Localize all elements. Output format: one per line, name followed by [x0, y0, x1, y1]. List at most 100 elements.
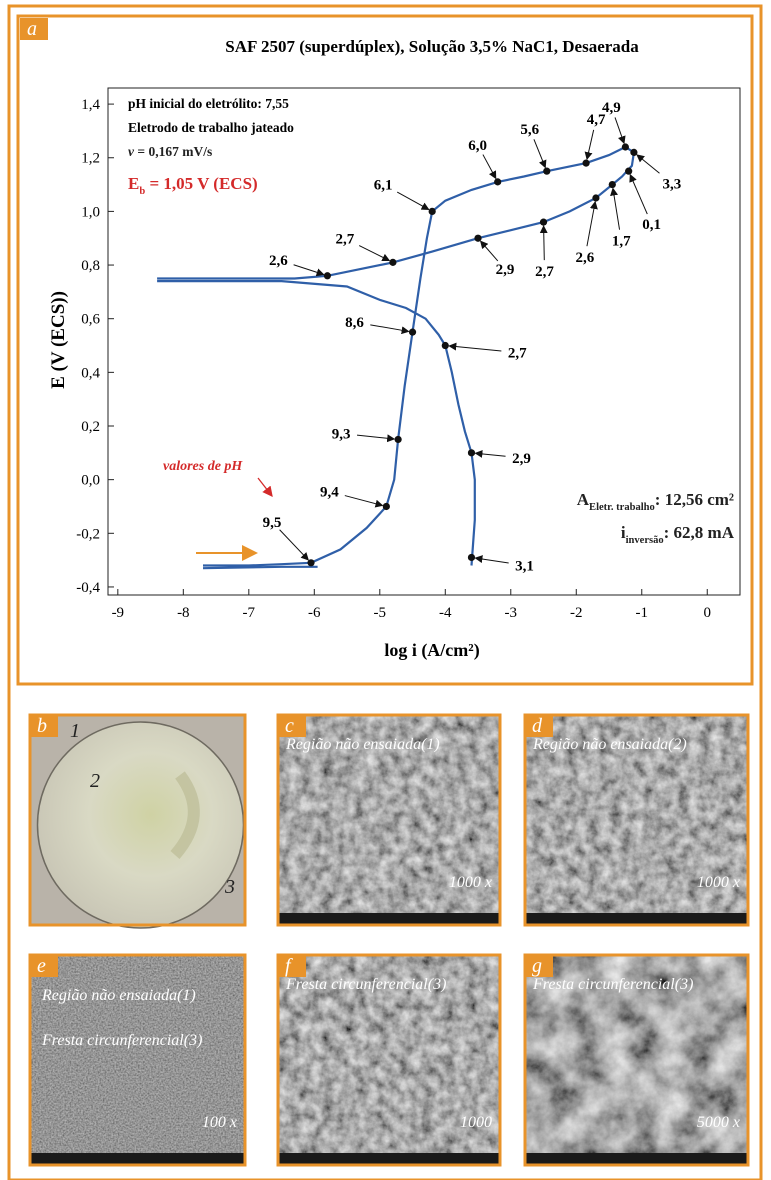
arrow: [637, 155, 660, 173]
panel-text: Região não ensaiada(1): [41, 987, 196, 1004]
text: = 1,05 V (ECS): [145, 174, 258, 193]
ph-label: 6,1: [374, 177, 393, 193]
arrow: [359, 246, 389, 261]
y-tick-label: 0,2: [81, 419, 100, 435]
info-text: Eletrodo de trabalho jateado: [128, 120, 294, 135]
ph-label: 2,7: [336, 231, 355, 247]
panel-letter-box: [278, 955, 306, 977]
arrow: [475, 453, 505, 456]
data-point: [389, 259, 396, 266]
arrow: [370, 325, 408, 332]
arrow: [613, 189, 620, 230]
panel-a-frame: [18, 16, 752, 684]
sem-bar: [525, 913, 748, 925]
data-point: [494, 178, 501, 185]
data-point: [630, 149, 637, 156]
data-point: [468, 554, 475, 561]
panel-letter: a: [27, 18, 37, 40]
x-tick-label: -1: [636, 605, 649, 621]
panel-text: 1000: [460, 1114, 492, 1131]
ph-label: 2,6: [269, 253, 288, 269]
arrow: [345, 496, 383, 506]
arrow: [294, 265, 324, 275]
text: = 0,167 mV/s: [134, 144, 212, 159]
subscript: inversão: [626, 535, 664, 546]
rate-text: v = 0,167 mV/s: [128, 144, 212, 159]
ph-label: 0,1: [642, 217, 661, 233]
arrow: [449, 346, 501, 351]
symbol: E: [128, 174, 139, 193]
panel-text: 1: [70, 720, 80, 742]
ph-label: 9,5: [263, 515, 282, 531]
ph-label: 3,1: [515, 558, 534, 574]
curve: [157, 147, 634, 568]
arrow: [481, 241, 498, 261]
data-point: [609, 181, 616, 188]
x-tick-label: -2: [570, 605, 583, 621]
panel-text: 100 x: [202, 1114, 237, 1131]
arrow: [483, 155, 496, 179]
text: : 12,56 cm²: [655, 490, 734, 509]
arrow: [544, 226, 545, 260]
y-tick-label: 1,4: [81, 97, 100, 113]
data-point: [582, 160, 589, 167]
data-point: [625, 168, 632, 175]
arrow: [587, 130, 594, 159]
sem-bar: [30, 1153, 245, 1165]
arrow: [630, 175, 647, 214]
y-axis-label: E (V (ECS)): [48, 291, 69, 389]
data-point: [543, 168, 550, 175]
panel-text: 5000 x: [697, 1114, 740, 1131]
data-point: [409, 329, 416, 336]
y-tick-label: 0,0: [81, 473, 100, 489]
symbol: A: [577, 490, 590, 509]
y-tick-label: 1,0: [81, 204, 100, 220]
data-point: [395, 436, 402, 443]
data-point: [622, 143, 629, 150]
ph-note: valores de pH: [163, 459, 243, 474]
ph-label: 2,6: [576, 250, 595, 266]
subscript: Eletr. trabalho: [589, 502, 655, 513]
ph-label: 8,6: [345, 315, 364, 331]
ph-label: 1,7: [612, 234, 631, 250]
panel-text: 2: [90, 770, 100, 792]
y-tick-label: 0,8: [81, 258, 100, 274]
panel-text: Fresta circunferencial(3): [285, 976, 446, 993]
data-point: [429, 208, 436, 215]
y-tick-label: 1,2: [81, 151, 100, 167]
text: : 62,8 mA: [664, 523, 735, 542]
sem-bar: [278, 913, 500, 925]
arrow: [615, 117, 624, 143]
data-point: [474, 235, 481, 242]
x-tick-label: -7: [243, 605, 256, 621]
panel-text: 3: [224, 876, 235, 898]
ph-label: 9,3: [332, 426, 351, 442]
data-point: [540, 219, 547, 226]
note-arrow: [258, 478, 272, 496]
arrow: [475, 558, 508, 563]
panel-letter: c: [285, 715, 294, 737]
x-axis-label: log i (A/cm²): [384, 640, 479, 661]
info-text: pH inicial do eletrólito: 7,55: [128, 96, 289, 111]
data-point: [307, 559, 314, 566]
arrow: [280, 530, 309, 560]
y-tick-label: -0,4: [76, 580, 100, 596]
area-text: AEletr. trabalho: 12,56 cm²: [577, 490, 734, 513]
data-point: [324, 272, 331, 279]
sem-bar: [278, 1153, 500, 1165]
plot-frame: [108, 88, 740, 595]
ph-label: 2,9: [512, 451, 531, 467]
panel-text: Região não ensaiada(1): [285, 736, 440, 753]
breakdown-text: Eb = 1,05 V (ECS): [128, 174, 258, 197]
data-point: [442, 342, 449, 349]
arrow: [587, 202, 595, 246]
x-tick-label: -5: [374, 605, 387, 621]
ph-label: 6,0: [468, 138, 487, 154]
x-tick-label: -6: [308, 605, 321, 621]
ph-label: 2,7: [508, 346, 527, 362]
panel-letter: e: [37, 955, 46, 977]
panel-text: 1000 x: [697, 874, 740, 891]
x-tick-label: 0: [704, 605, 712, 621]
arrow: [534, 139, 545, 167]
x-tick-label: -4: [439, 605, 452, 621]
